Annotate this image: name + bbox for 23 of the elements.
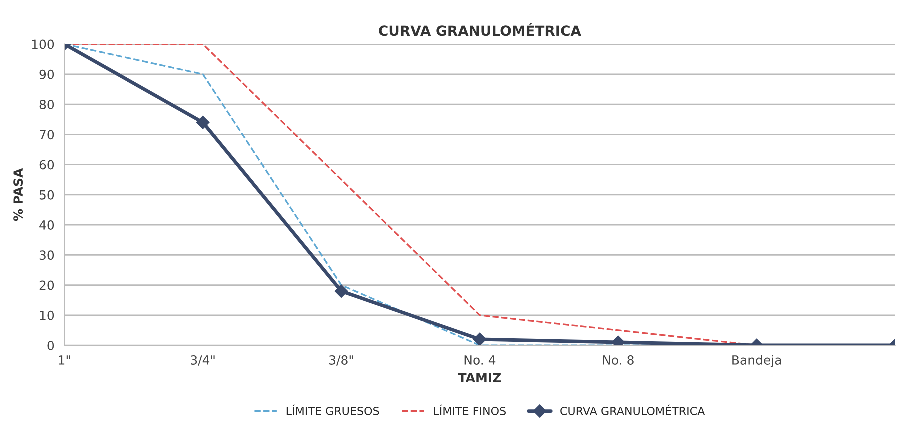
y-tick-label: 80 xyxy=(40,100,54,110)
x-axis-title: TAMIZ xyxy=(458,373,502,382)
x-tick-label: Bandeja xyxy=(732,355,782,368)
y-tick-label: 50 xyxy=(40,190,54,200)
y-tick-label: 70 xyxy=(40,130,54,140)
y-tick-label: 30 xyxy=(40,250,54,260)
chart-title: CURVA GRANULOMÉTRICA xyxy=(379,23,582,36)
x-tick-label: No. 4 xyxy=(464,356,496,365)
legend-label: CURVA GRANULOMÉTRICA xyxy=(560,404,706,416)
legend-label: LÍMITE GRUESOS xyxy=(286,404,380,416)
y-tick-label: 90 xyxy=(40,70,54,80)
x-tick-label: 3/8" xyxy=(330,355,354,366)
legend-label: LÍMITE FINOS xyxy=(434,404,506,416)
y-tick-label: 40 xyxy=(40,220,54,230)
x-tick-label: No. 8 xyxy=(603,355,634,365)
x-tick-label: 1" xyxy=(59,356,70,365)
y-axis-title: % PASA xyxy=(14,168,24,222)
y-tick-label: 10 xyxy=(40,310,54,320)
y-tick-label: 60 xyxy=(40,160,54,170)
y-tick-label: 0 xyxy=(48,341,54,350)
y-tick-label: 100 xyxy=(32,40,54,50)
y-tick-label: 20 xyxy=(40,280,54,290)
x-tick-label: 3/4" xyxy=(191,355,215,366)
